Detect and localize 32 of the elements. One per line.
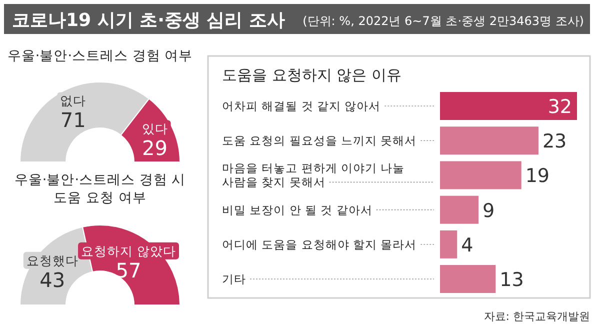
bar [440, 92, 577, 120]
data-label: 32 [548, 96, 572, 118]
data-label: 23 [542, 130, 567, 153]
y-tick-label: 도움 요청의 필요성을 느끼지 못해서 [222, 134, 417, 148]
bar [440, 196, 479, 224]
bar [440, 230, 458, 258]
y-tick-label: 어디에 도움을 요청해야 할지 몰라서 [222, 237, 417, 252]
slice-label: 요청했다 [26, 252, 78, 268]
text: 코로나19 시기 초·중생 심리 조사 [12, 10, 285, 31]
data-label: 19 [525, 165, 550, 188]
data-label: 4 [461, 234, 474, 256]
data-label: 43 [40, 268, 66, 292]
text: 자료: 한국교육개발원 [484, 310, 590, 323]
bar [440, 161, 522, 190]
slice-label: 있다 [142, 121, 168, 136]
bar [440, 126, 538, 155]
chart-title: 우울·불안·스트레스 경험 여부 [7, 48, 193, 64]
slice-label: 요청하지 않았다 [81, 243, 176, 258]
data-label: 71 [60, 108, 86, 132]
y-tick-label: 어차피 해결될 것 같지 않아서 [222, 99, 381, 113]
data-label: 29 [142, 136, 168, 160]
text: (단위: %, 2022년 6~7월 초·중생 2만3463명 조사) [302, 14, 584, 28]
chart-title: 우울·불안·스트레스 경험 시 도움 요청 여부 [14, 172, 186, 206]
bar [440, 265, 496, 293]
y-tick-label: 비밀 보장이 안 될 것 같아서 [222, 202, 372, 217]
data-label: 9 [482, 200, 495, 222]
data-label: 13 [500, 269, 524, 291]
slice-label: 없다 [60, 93, 86, 108]
text: 도움을 요청하지 않은 이유 [222, 66, 402, 84]
y-tick-label: 마음을 터놓고 편하게 이야기 나눌 사람을 찾지 못해서 [222, 161, 405, 190]
data-label: 57 [116, 258, 142, 282]
y-tick-label: 기타 [222, 272, 246, 286]
